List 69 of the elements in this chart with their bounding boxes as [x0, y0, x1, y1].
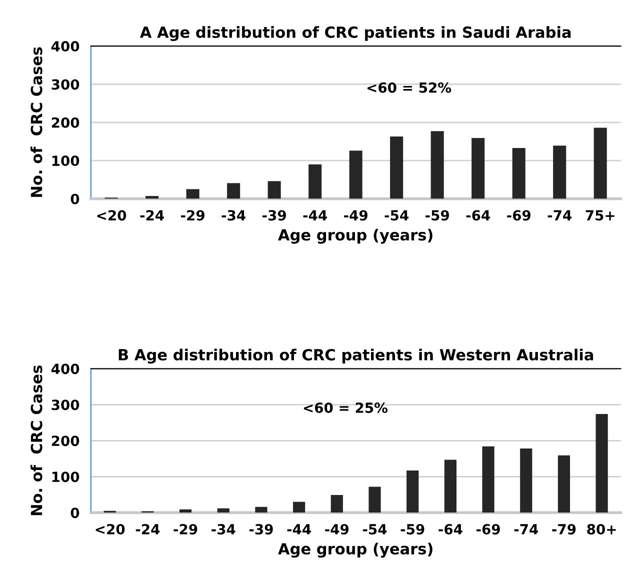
x-tick-label: -54	[362, 524, 387, 534]
bar	[349, 150, 362, 199]
x-tick-label: -69	[507, 210, 530, 221]
bar	[179, 509, 192, 513]
x-tick-label: -24	[140, 210, 164, 220]
x-tick-label: -24	[136, 524, 160, 534]
x-tick-label: -59	[426, 210, 449, 221]
y-tick-label: 200	[52, 117, 80, 128]
chart-title: A Age distribution of CRC patients in Saudi Arabia	[140, 26, 571, 42]
bar	[594, 128, 607, 199]
bar	[186, 189, 200, 199]
bar	[217, 508, 230, 513]
bar	[553, 146, 566, 199]
x-tick-label: 75+	[586, 210, 614, 221]
y-tick-label: 300	[52, 400, 80, 410]
x-tick-label: -44	[303, 210, 327, 220]
x-tick-label: -74	[548, 210, 572, 220]
x-tick-label: -64	[438, 524, 462, 534]
bar	[482, 446, 494, 513]
bar	[596, 414, 608, 513]
x-tick-label: -39	[249, 524, 273, 534]
bar	[430, 131, 444, 199]
x-tick-label: <20	[96, 524, 125, 534]
x-tick-label: -79	[552, 524, 576, 534]
bar	[472, 138, 485, 199]
x-tick-label: -74	[514, 524, 538, 534]
bar	[512, 148, 526, 199]
chart-title: B Age distribution of CRC patients in Western Australia	[118, 348, 594, 364]
x-tick-label: -44	[287, 524, 311, 534]
bar	[520, 448, 532, 513]
x-tick-label: -34	[212, 524, 236, 534]
y-tick-label: 300	[52, 79, 80, 90]
bar	[330, 495, 343, 513]
x-tick-label: -64	[466, 210, 490, 221]
x-tick-label: -49	[344, 210, 368, 221]
x-tick-label: -39	[262, 210, 286, 221]
bar	[444, 460, 456, 513]
x-tick-label: -34	[222, 210, 246, 221]
y-tick-label: 200	[52, 436, 80, 446]
y-tick-label: 400	[51, 364, 80, 374]
y-tick-label: 0	[70, 508, 80, 518]
x-tick-label: -54	[384, 210, 408, 221]
y-tick-label: 0	[70, 194, 80, 204]
x-tick-label: -69	[476, 524, 500, 534]
y-tick-label: 400	[51, 41, 80, 52]
x-axis-title: Age group (years)	[278, 542, 432, 558]
bar	[406, 470, 419, 513]
bar	[146, 196, 159, 199]
x-tick-label: -29	[181, 210, 204, 221]
bar	[255, 506, 268, 513]
annotation: <60 = 25%	[304, 402, 388, 413]
y-tick-label: 100	[52, 472, 80, 482]
y-axis-title: No. of CRC Cases	[30, 47, 42, 197]
x-tick-label: -29	[174, 524, 198, 534]
bar	[390, 136, 404, 199]
y-axis-title: No. of CRC Cases	[30, 365, 42, 516]
x-tick-label: 80+	[587, 524, 616, 534]
x-tick-label: -49	[325, 524, 349, 534]
x-tick-label: <20	[97, 210, 126, 221]
bar	[558, 455, 570, 513]
bar	[308, 164, 322, 199]
bar	[227, 183, 240, 199]
bar	[293, 502, 306, 513]
bar	[268, 181, 281, 199]
bar	[368, 486, 381, 513]
annotation: <60 = 52%	[368, 82, 452, 93]
y-tick-label: 100	[52, 156, 80, 166]
x-tick-label: -59	[400, 524, 424, 534]
x-axis-title: Age group (years)	[278, 228, 432, 244]
